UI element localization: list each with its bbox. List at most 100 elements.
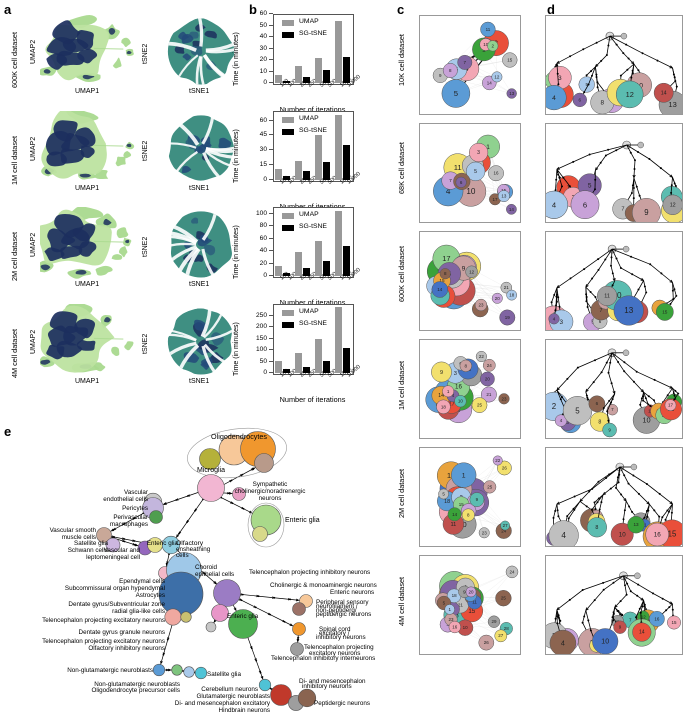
svg-text:Telencephalon projecting excit: Telencephalon projecting excitatory neur… <box>42 617 165 624</box>
svg-text:Microglia: Microglia <box>197 467 225 474</box>
svg-text:4: 4 <box>552 95 556 102</box>
svg-text:14: 14 <box>661 91 667 97</box>
svg-text:23: 23 <box>482 530 488 535</box>
svg-text:11: 11 <box>486 27 491 32</box>
svg-text:cells: cells <box>176 552 189 559</box>
svg-text:5: 5 <box>474 169 477 175</box>
svg-text:Dentate gyrus granule neurons: Dentate gyrus granule neurons <box>79 629 165 636</box>
svg-text:1: 1 <box>462 472 466 479</box>
svg-text:Enteric glia: Enteric glia <box>147 540 179 547</box>
svg-text:3: 3 <box>560 319 564 326</box>
svg-text:4: 4 <box>561 531 566 540</box>
svg-text:24: 24 <box>509 569 515 574</box>
svg-text:13: 13 <box>509 91 515 96</box>
svg-text:8: 8 <box>598 419 601 425</box>
svg-text:Choroid: Choroid <box>195 564 218 571</box>
svg-text:4: 4 <box>561 638 565 647</box>
svg-text:leptomeningeal cell: leptomeningeal cell <box>86 554 140 561</box>
svg-text:5: 5 <box>575 406 580 415</box>
svg-text:15: 15 <box>662 309 668 314</box>
svg-text:7: 7 <box>449 178 452 184</box>
svg-text:11: 11 <box>454 163 462 172</box>
svg-text:13: 13 <box>501 193 507 198</box>
svg-text:Enteric neurons: Enteric neurons <box>330 589 374 596</box>
svg-text:Dentate gyrus/Subventricular z: Dentate gyrus/Subventricular zone <box>68 601 165 608</box>
svg-text:14: 14 <box>437 287 443 292</box>
svg-text:25: 25 <box>477 402 483 407</box>
svg-text:5: 5 <box>454 89 458 98</box>
svg-text:3: 3 <box>558 75 562 82</box>
svg-text:5: 5 <box>588 182 592 189</box>
svg-text:endothelial cells: endothelial cells <box>103 496 148 503</box>
svg-text:14: 14 <box>452 511 458 516</box>
svg-text:20: 20 <box>495 296 501 301</box>
svg-text:9: 9 <box>644 208 648 217</box>
svg-text:17: 17 <box>668 402 674 407</box>
svg-text:2: 2 <box>552 402 556 411</box>
svg-text:Enteric glia: Enteric glia <box>227 613 259 620</box>
svg-text:Satellite glia: Satellite glia <box>207 671 241 678</box>
svg-text:cholinergic/noradrenergic: cholinergic/noradrenergic <box>235 488 306 495</box>
svg-text:12: 12 <box>670 202 676 208</box>
svg-text:Vascular and: Vascular and <box>104 547 141 554</box>
svg-text:9: 9 <box>462 265 466 272</box>
svg-text:19: 19 <box>505 315 511 320</box>
svg-text:21: 21 <box>486 392 492 397</box>
svg-text:12: 12 <box>494 74 500 79</box>
svg-text:18: 18 <box>444 498 450 504</box>
svg-text:14: 14 <box>487 80 493 85</box>
svg-text:macrophages: macrophages <box>110 521 148 528</box>
svg-text:25: 25 <box>501 595 507 600</box>
svg-text:Enteric glia: Enteric glia <box>285 517 320 524</box>
svg-text:17: 17 <box>442 254 450 263</box>
svg-text:11: 11 <box>604 293 610 299</box>
svg-text:12: 12 <box>469 269 475 274</box>
svg-text:23: 23 <box>478 302 484 307</box>
svg-text:8: 8 <box>601 100 605 107</box>
svg-text:16: 16 <box>493 171 499 176</box>
svg-text:26: 26 <box>484 640 490 645</box>
svg-text:12: 12 <box>641 614 647 619</box>
svg-text:24: 24 <box>487 362 493 367</box>
svg-text:Peptidergic neurons: Peptidergic neurons <box>314 700 370 707</box>
svg-text:Ependymal cells: Ependymal cells <box>119 578 165 585</box>
svg-text:Subcommissural organ hypendyma: Subcommissural organ hypendymal <box>65 585 165 592</box>
svg-text:12: 12 <box>626 90 634 99</box>
svg-text:3: 3 <box>477 150 480 156</box>
svg-text:7: 7 <box>621 207 624 213</box>
svg-text:Vascular: Vascular <box>124 489 148 496</box>
svg-text:Satellite glia: Satellite glia <box>74 540 108 547</box>
svg-text:18: 18 <box>441 404 447 409</box>
svg-text:Cholinergic & monoaminergic ne: Cholinergic & monoaminergic neurons <box>270 582 377 589</box>
svg-text:27: 27 <box>498 633 504 638</box>
svg-text:16: 16 <box>455 383 462 390</box>
svg-text:Telencephalon projecting excit: Telencephalon projecting excitatory neur… <box>42 638 165 645</box>
svg-text:inhibitory neurons: inhibitory neurons <box>316 634 366 641</box>
svg-text:8: 8 <box>595 525 598 531</box>
svg-text:4: 4 <box>552 200 556 209</box>
svg-text:15: 15 <box>668 529 677 538</box>
svg-text:Cerebellum neurons: Cerebellum neurons <box>201 686 258 693</box>
svg-text:10: 10 <box>458 398 464 403</box>
svg-text:18: 18 <box>509 292 515 297</box>
svg-text:inhibitory neurons: inhibitory neurons <box>302 683 352 690</box>
svg-text:15: 15 <box>671 620 677 625</box>
svg-text:22: 22 <box>479 354 485 359</box>
svg-text:16: 16 <box>654 531 662 538</box>
svg-text:peptidergic neurons: peptidergic neurons <box>316 611 371 618</box>
svg-text:10: 10 <box>619 531 626 538</box>
svg-text:6: 6 <box>583 200 587 209</box>
svg-text:Di- and mesencephalon excitato: Di- and mesencephalon excitatory <box>175 700 271 707</box>
svg-text:Pericytes: Pericytes <box>122 505 148 512</box>
svg-text:3: 3 <box>454 370 457 376</box>
svg-text:28: 28 <box>504 626 510 631</box>
svg-text:20: 20 <box>485 376 491 381</box>
svg-text:Vascular smooth: Vascular smooth <box>50 527 97 534</box>
svg-text:15: 15 <box>507 58 513 63</box>
svg-text:21: 21 <box>504 285 510 290</box>
svg-text:13: 13 <box>633 522 639 527</box>
svg-text:Schwann cells: Schwann cells <box>68 547 108 554</box>
svg-text:17: 17 <box>492 197 498 202</box>
svg-text:10: 10 <box>463 625 469 630</box>
svg-text:20: 20 <box>468 589 474 594</box>
